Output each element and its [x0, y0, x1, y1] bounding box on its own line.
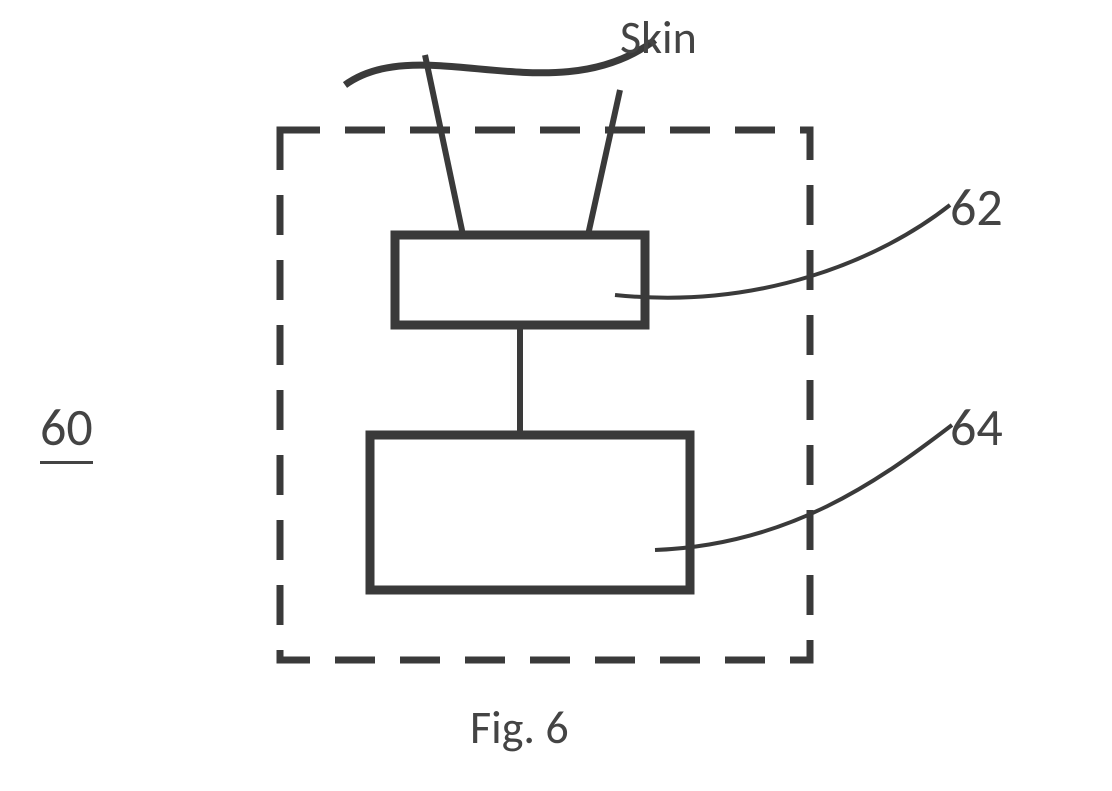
- lead_62: [615, 205, 950, 298]
- node-box_64: [370, 435, 690, 590]
- label-ref-60: 60: [40, 395, 93, 464]
- antenna-line-1: [588, 90, 620, 235]
- lead_64: [655, 425, 952, 550]
- skin-curve: [345, 40, 655, 85]
- node-box_62: [395, 235, 645, 325]
- label-ref-62: 62: [950, 175, 1003, 239]
- figure-caption: Fig. 6: [470, 700, 569, 756]
- label-skin: Skin: [620, 10, 697, 66]
- diagram-svg: [0, 0, 1112, 791]
- label-ref-64: 64: [950, 395, 1003, 459]
- antenna-line-0: [425, 55, 463, 235]
